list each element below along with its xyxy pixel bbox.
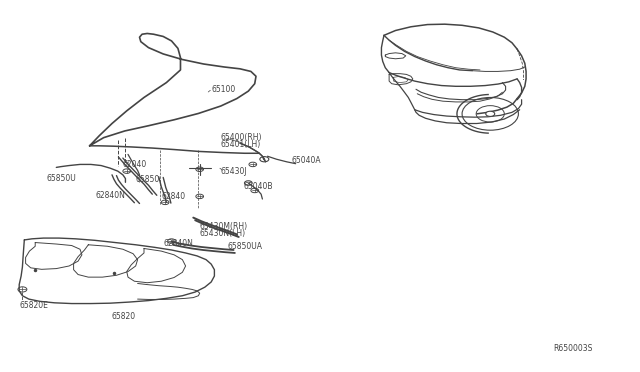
Text: 65400(RH): 65400(RH) [221,133,262,142]
Text: 65430N(LH): 65430N(LH) [200,229,246,238]
Text: 65820E: 65820E [19,301,48,310]
Text: 65850UA: 65850UA [227,242,262,251]
Text: 65430J: 65430J [221,167,248,176]
Circle shape [486,111,495,116]
Text: 65040B: 65040B [243,182,273,191]
Text: R650003S: R650003S [554,344,593,353]
Text: 65401(LH): 65401(LH) [221,140,261,149]
Text: 65430M(RH): 65430M(RH) [200,222,248,231]
Text: 65100: 65100 [211,85,236,94]
Text: 62840N: 62840N [96,191,126,200]
Text: 65040A: 65040A [291,156,321,165]
Text: 62840: 62840 [161,192,186,201]
Text: 65850U: 65850U [46,174,76,183]
Text: 65850: 65850 [136,175,160,184]
Text: 62040: 62040 [123,160,147,169]
Text: 62840N: 62840N [163,239,193,248]
Text: 65820: 65820 [112,312,136,321]
